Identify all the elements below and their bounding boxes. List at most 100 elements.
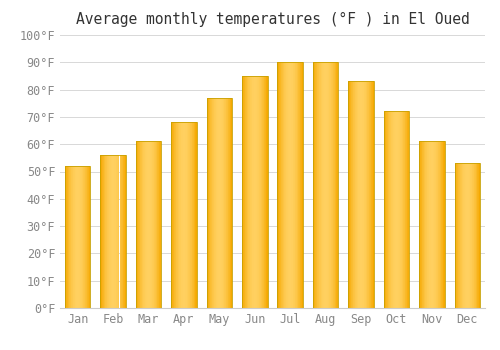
Bar — [335, 62, 336, 308]
Bar — [148, 141, 149, 308]
Bar — [291, 62, 292, 308]
Bar — [119, 155, 120, 308]
Bar — [83, 166, 84, 308]
Bar — [146, 141, 148, 308]
Bar — [252, 76, 253, 308]
Bar — [156, 141, 157, 308]
Bar — [106, 155, 107, 308]
Bar — [278, 62, 280, 308]
Bar — [258, 76, 260, 308]
Bar — [246, 76, 247, 308]
Bar — [188, 122, 189, 308]
Bar — [220, 98, 222, 308]
Bar — [426, 141, 427, 308]
Bar — [103, 155, 104, 308]
Bar — [336, 62, 337, 308]
Bar — [470, 163, 471, 308]
Title: Average monthly temperatures (°F ) in El Oued: Average monthly temperatures (°F ) in El… — [76, 12, 469, 27]
Bar — [434, 141, 435, 308]
Bar — [468, 163, 469, 308]
Bar — [471, 163, 472, 308]
Bar — [256, 76, 258, 308]
Bar — [255, 76, 256, 308]
Bar — [211, 98, 212, 308]
Bar — [81, 166, 82, 308]
Bar — [469, 163, 470, 308]
Bar — [105, 155, 106, 308]
Bar — [153, 141, 154, 308]
Bar — [403, 111, 404, 308]
Bar — [419, 141, 444, 308]
Bar — [290, 62, 291, 308]
Bar — [189, 122, 190, 308]
Bar — [248, 76, 249, 308]
Bar — [249, 76, 250, 308]
Bar — [351, 82, 352, 308]
Bar — [78, 166, 79, 308]
Bar — [262, 76, 263, 308]
Bar — [175, 122, 176, 308]
Bar — [185, 122, 186, 308]
Bar — [442, 141, 444, 308]
Bar — [367, 82, 368, 308]
Bar — [65, 166, 90, 308]
Bar — [171, 122, 196, 308]
Bar — [358, 82, 359, 308]
Bar — [261, 76, 262, 308]
Bar — [182, 122, 184, 308]
Bar — [285, 62, 286, 308]
Bar — [322, 62, 323, 308]
Bar — [72, 166, 73, 308]
Bar — [352, 82, 353, 308]
Bar — [289, 62, 290, 308]
Bar — [86, 166, 88, 308]
Bar — [320, 62, 321, 308]
Bar — [328, 62, 329, 308]
Bar — [395, 111, 396, 308]
Bar — [321, 62, 322, 308]
Bar — [82, 166, 83, 308]
Bar — [209, 98, 210, 308]
Bar — [431, 141, 432, 308]
Bar — [297, 62, 298, 308]
Bar — [438, 141, 439, 308]
Bar — [191, 122, 192, 308]
Bar — [73, 166, 74, 308]
Bar — [177, 122, 178, 308]
Bar — [318, 62, 319, 308]
Bar — [301, 62, 302, 308]
Bar — [215, 98, 216, 308]
Bar — [472, 163, 473, 308]
Bar — [244, 76, 245, 308]
Bar — [385, 111, 386, 308]
Bar — [144, 141, 146, 308]
Bar — [401, 111, 402, 308]
Bar — [314, 62, 315, 308]
Bar — [89, 166, 90, 308]
Bar — [114, 155, 115, 308]
Bar — [360, 82, 361, 308]
Bar — [473, 163, 474, 308]
Bar — [217, 98, 218, 308]
Bar — [428, 141, 430, 308]
Bar — [371, 82, 372, 308]
Bar — [218, 98, 220, 308]
Bar — [136, 141, 137, 308]
Bar — [479, 163, 480, 308]
Bar — [326, 62, 327, 308]
Bar — [399, 111, 400, 308]
Bar — [296, 62, 297, 308]
Bar — [432, 141, 433, 308]
Bar — [348, 82, 374, 308]
Bar — [424, 141, 425, 308]
Bar — [300, 62, 301, 308]
Bar — [315, 62, 316, 308]
Bar — [229, 98, 230, 308]
Bar — [388, 111, 389, 308]
Bar — [158, 141, 160, 308]
Bar — [84, 166, 86, 308]
Bar — [74, 166, 75, 308]
Bar — [253, 76, 254, 308]
Bar — [118, 155, 119, 308]
Bar — [394, 111, 395, 308]
